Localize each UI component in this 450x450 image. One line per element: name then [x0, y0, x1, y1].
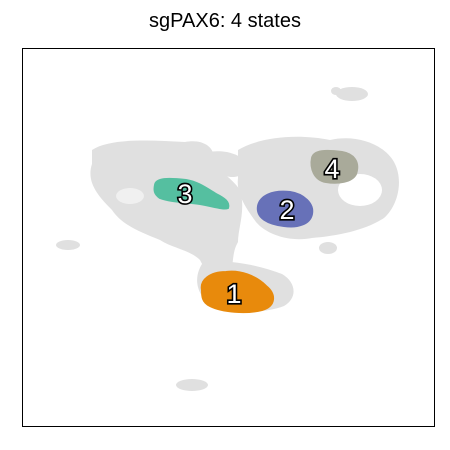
- background-cluster-center: [196, 151, 247, 178]
- state-4-cells: [310, 149, 359, 184]
- state-3-cells: [153, 177, 230, 210]
- background-cluster-left: [90, 140, 243, 279]
- background-gap-left: [116, 188, 144, 204]
- state-1-label: 1: [226, 279, 241, 309]
- background-island-mid: [319, 242, 337, 254]
- state-4-label: 4: [324, 154, 339, 184]
- chart-title: sgPAX6: 4 states: [149, 10, 301, 32]
- background-gap-right: [338, 174, 382, 206]
- plot-frame: [22, 48, 435, 427]
- state-3-label: 3: [177, 179, 192, 209]
- background-island-top: [336, 87, 368, 101]
- background-island-left: [56, 240, 80, 250]
- background-gaps: [116, 174, 382, 206]
- background-island-bottom: [176, 379, 208, 391]
- state-2-cells: [256, 190, 314, 228]
- state-1-cells: [200, 270, 274, 314]
- state-2-label: 2: [279, 195, 294, 225]
- background-island-top-small: [331, 87, 341, 95]
- background-cells: [56, 87, 399, 391]
